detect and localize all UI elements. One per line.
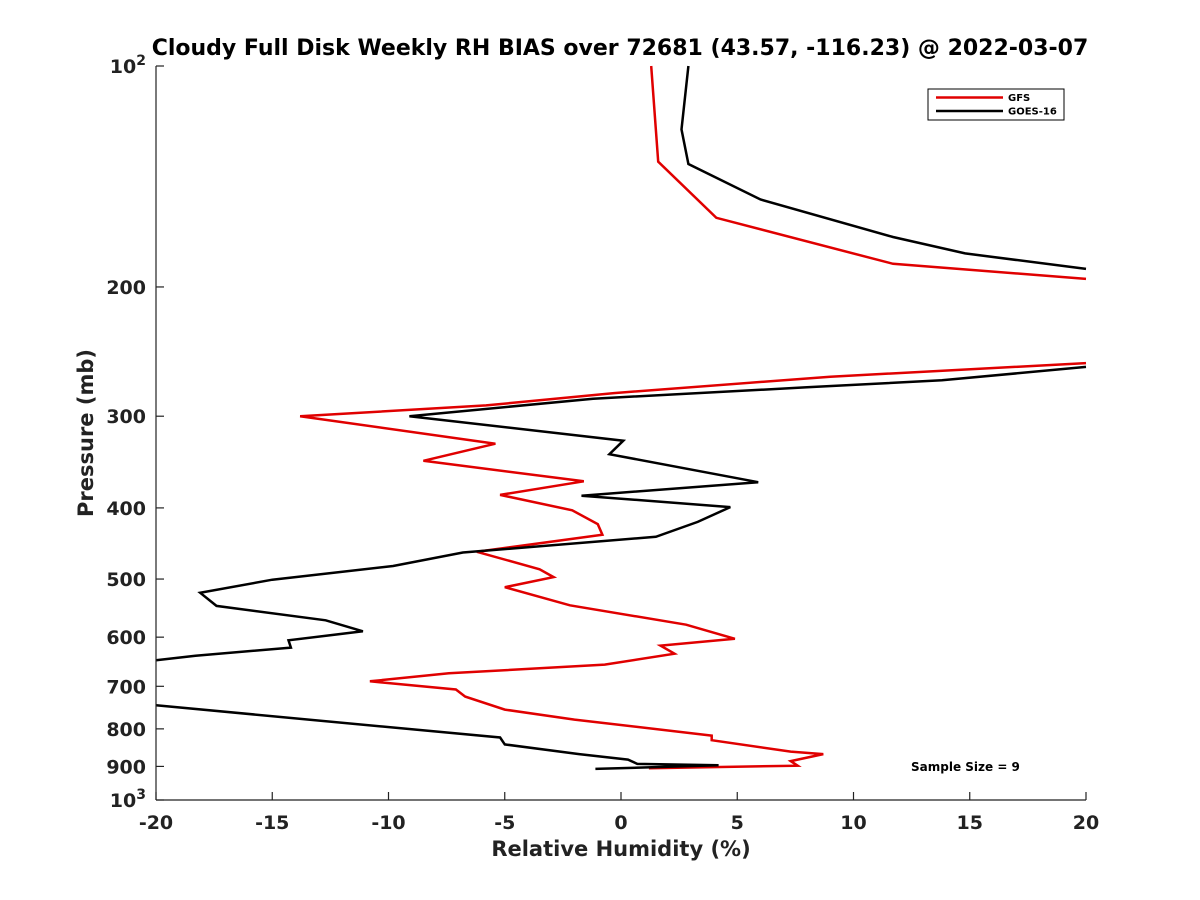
series-line-goes-16-1 <box>155 365 1087 662</box>
series-layer <box>155 65 1087 771</box>
y-tick-label: 800 <box>106 719 146 741</box>
y-tick-label: 500 <box>106 569 146 591</box>
x-tick-label: -15 <box>255 812 289 834</box>
y-tick-label: 300 <box>106 406 146 428</box>
y-tick-label: 900 <box>106 756 146 778</box>
y-tick-label: 200 <box>106 277 146 299</box>
x-tick-label: 0 <box>614 812 627 834</box>
x-axis-label: Relative Humidity (%) <box>491 837 750 861</box>
x-tick-label: 5 <box>731 812 744 834</box>
x-tick-label: -20 <box>139 812 173 834</box>
x-tick-label: -10 <box>371 812 405 834</box>
y-tick-label: 600 <box>106 627 146 649</box>
series-line-gfs-0 <box>649 65 1087 281</box>
chart-title: Cloudy Full Disk Weekly RH BIAS over 726… <box>152 36 1089 61</box>
y-axis-ticks: 102 200 300 400 500 600 700 800 900 103 <box>106 53 164 812</box>
series-line-gfs-1 <box>299 361 1087 770</box>
legend-label-goes-16: GOES-16 <box>1008 107 1057 118</box>
y-axis-label: Pressure (mb) <box>74 349 98 517</box>
series-line-goes-16-0 <box>680 65 1087 271</box>
x-tick-label: 20 <box>1073 812 1099 834</box>
y-tick-label: 103 <box>110 787 146 812</box>
x-tick-label: -5 <box>494 812 515 834</box>
legend: GFS GOES-16 <box>927 88 1065 121</box>
y-tick-label: 700 <box>106 676 146 698</box>
legend-box <box>927 88 1065 121</box>
y-tick-label: 400 <box>106 498 146 520</box>
plot-area <box>155 65 1087 801</box>
x-axis-ticks: -20 -15 -10 -5 0 5 10 15 20 <box>139 792 1099 834</box>
x-tick-label: 15 <box>957 812 983 834</box>
x-tick-label: 10 <box>840 812 866 834</box>
y-tick-label: 102 <box>110 53 146 78</box>
series-line-goes-16-2 <box>155 704 719 771</box>
sample-size-annotation: Sample Size = 9 <box>911 760 1020 774</box>
plot-background <box>156 66 1086 800</box>
legend-label-gfs: GFS <box>1008 93 1030 104</box>
